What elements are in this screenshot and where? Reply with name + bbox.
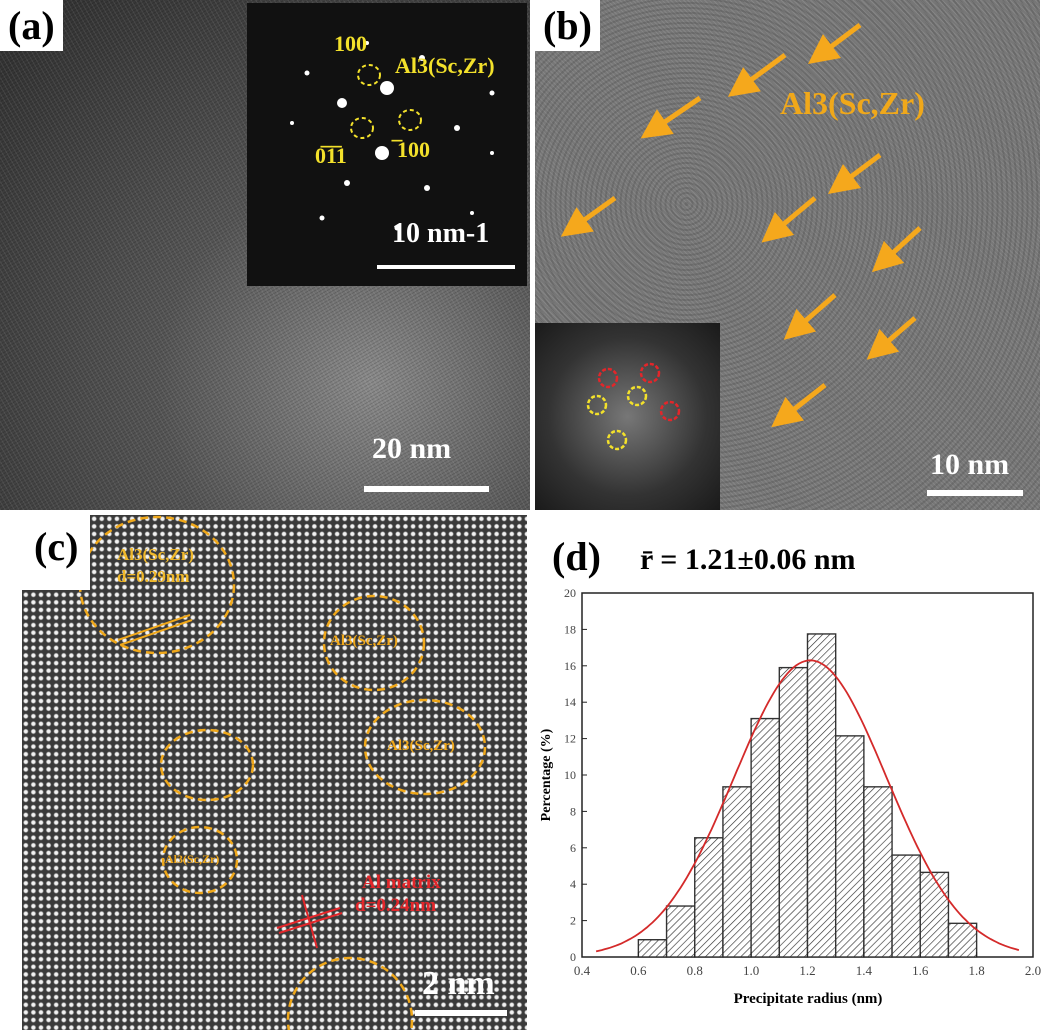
x-tick-label: 1.0 <box>743 963 759 978</box>
phase-label: Al3(Sc,Zr) <box>395 53 495 78</box>
precipitate-label: Al3(Sc,Zr) <box>387 738 455 754</box>
scale-label: 10 nm <box>930 448 1010 481</box>
histogram-bar <box>722 786 752 958</box>
fft-spots <box>586 362 681 451</box>
histogram-bar <box>834 735 865 958</box>
scale-label: 20 nm <box>372 432 452 465</box>
fft-inset <box>535 323 720 510</box>
panel-d-label: (d) <box>552 533 601 580</box>
gaussian-fit-curve <box>595 659 1020 953</box>
x-tick-label: 0.4 <box>574 963 591 978</box>
histogram-bar <box>919 871 950 958</box>
x-tick-label: 1.6 <box>912 963 929 978</box>
precipitate-label: Al3(Sc,Zr) <box>117 545 194 564</box>
y-tick-label: 16 <box>564 659 576 673</box>
precipitate-arrows <box>560 23 922 428</box>
x-tick-label: 1.8 <box>969 963 985 978</box>
panel-a-tem-image: (a) 100 Al3(Sc,Zr) 0̅1̅1 ̅100 10 nm-1 20… <box>0 0 530 510</box>
x-tick-label: 2.0 <box>1025 963 1041 978</box>
inset-scale-label: 10 nm-1 <box>392 218 490 249</box>
scale-label: 2 nm <box>422 965 495 1002</box>
panel-c-label: (c) <box>22 515 91 590</box>
precipitate-label: Al3(Sc,Zr) <box>165 852 220 866</box>
histogram-bar <box>891 854 921 958</box>
scale-bar <box>927 490 1023 496</box>
panel-b-label: (b) <box>535 0 600 51</box>
y-axis-label: Percentage (%) <box>539 728 554 821</box>
y-tick-label: 18 <box>564 622 576 636</box>
y-tick-label: 8 <box>570 804 576 818</box>
x-tick-label: 0.6 <box>630 963 647 978</box>
scale-bar <box>364 486 489 492</box>
scale-bar <box>415 1010 507 1016</box>
precipitate-spacing: d=0.29nm <box>117 567 190 586</box>
precipitate-label: Al3(Sc,Zr) <box>330 633 398 649</box>
y-tick-label: 20 <box>564 586 576 600</box>
histogram-bar <box>665 905 696 958</box>
y-tick-label: 2 <box>570 914 576 928</box>
histogram-bar <box>806 633 837 958</box>
matrix-spacing: d=0.24nm <box>355 895 437 916</box>
spot-label-0-11: 0̅1̅1 <box>315 143 347 168</box>
y-tick-label: 14 <box>564 695 576 709</box>
y-tick-label: 12 <box>564 732 576 746</box>
histogram-bar <box>947 922 978 958</box>
spot-label-100: 100 <box>334 31 367 56</box>
panel-b-hrtem-image: (b) Al3(Sc,Zr) 10 nm <box>535 0 1040 510</box>
panel-a-label: (a) <box>0 0 63 51</box>
x-tick-label: 1.4 <box>856 963 873 978</box>
diffraction-pattern-inset: 100 Al3(Sc,Zr) 0̅1̅1 ̅100 10 nm-1 <box>247 3 527 286</box>
x-tick-label: 1.2 <box>799 963 815 978</box>
diffraction-spots <box>290 41 495 231</box>
precipitate-outlines <box>78 515 487 1030</box>
histogram-bar <box>750 717 781 958</box>
histogram-bar <box>637 939 668 958</box>
x-axis-label: Precipitate radius (nm) <box>734 991 883 1007</box>
y-tick-label: 4 <box>570 877 576 891</box>
histogram-bar <box>778 666 809 958</box>
matrix-label: Al matrix <box>362 872 441 893</box>
y-tick-label: 0 <box>570 950 576 964</box>
panel-c-atomic-image: (c) Al3(Sc,Zr) d=0.29nm Al3(Sc,Zr) Al3(S… <box>22 515 527 1030</box>
phase-label: Al3(Sc,Zr) <box>780 85 925 121</box>
histogram-bar <box>863 786 893 958</box>
mean-radius-title: r̄ = 1.21±0.06 nm <box>640 543 856 576</box>
spot-label-minus100: ̅100 <box>397 137 430 162</box>
y-tick-label: 10 <box>564 768 576 782</box>
x-tick-label: 0.8 <box>687 963 703 978</box>
inset-scale-bar <box>377 265 515 269</box>
y-tick-label: 6 <box>570 841 576 855</box>
